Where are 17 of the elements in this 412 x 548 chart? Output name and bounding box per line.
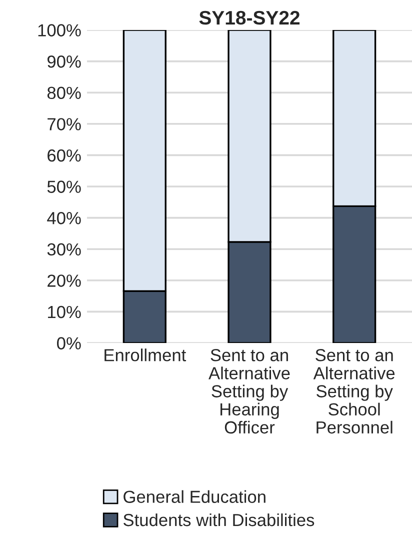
y-tick-label: 20% xyxy=(48,274,81,287)
y-tick-label: 70% xyxy=(48,118,81,130)
y-tick-label: 0% xyxy=(57,337,81,350)
y-tick-label: 90% xyxy=(48,55,81,68)
legend-label: General Education xyxy=(124,490,266,503)
y-tick-label: 60% xyxy=(48,149,81,162)
x-tick-label: Sent to an Alternative Setting by Hearing Officer xyxy=(208,349,290,434)
y-tick-label: 100% xyxy=(38,24,81,36)
y-tick-label: 80% xyxy=(47,86,81,100)
chart-title: SY18-SY22 xyxy=(199,10,300,25)
y-tick-label: 50% xyxy=(47,180,81,193)
y-tick-label: 40% xyxy=(47,212,81,224)
y-tick-label: 30% xyxy=(47,243,81,256)
x-tick-label: Sent to an Alternative Setting by School Personnel xyxy=(313,349,395,434)
legend-label: Students with Disabilities xyxy=(124,513,314,526)
x-tick-label: Enrollment xyxy=(104,348,186,362)
y-tick-label: 10% xyxy=(48,306,81,318)
